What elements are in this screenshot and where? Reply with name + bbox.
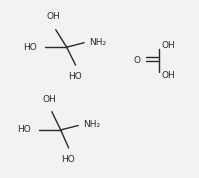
Text: NH₂: NH₂ — [90, 38, 107, 47]
Text: OH: OH — [47, 12, 61, 21]
Text: HO: HO — [17, 125, 31, 134]
Text: HO: HO — [61, 155, 75, 164]
Text: OH: OH — [42, 95, 56, 104]
Text: NH₂: NH₂ — [83, 121, 100, 129]
Text: OH: OH — [162, 41, 175, 50]
Text: O: O — [134, 56, 141, 65]
Text: HO: HO — [23, 43, 37, 52]
Text: OH: OH — [162, 71, 175, 80]
Text: HO: HO — [68, 72, 82, 81]
